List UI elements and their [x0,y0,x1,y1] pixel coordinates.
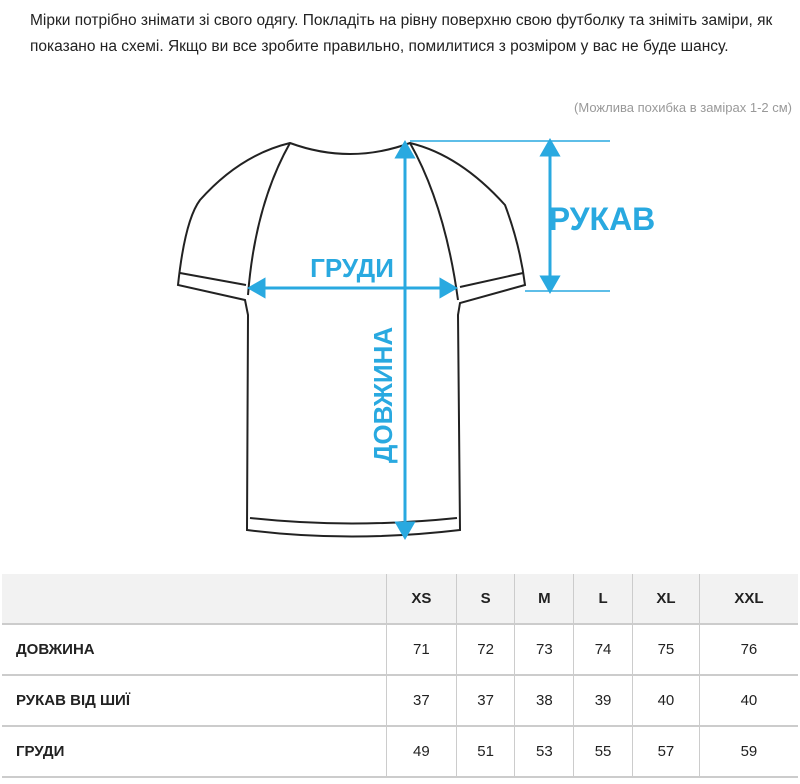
table-row: РУКАВ ВІД ШИЇ 37 37 38 39 40 40 [2,675,798,726]
sleeve-label: РУКАВ [549,201,656,237]
table-cell: 76 [698,624,798,675]
table-cell: 73 [514,624,574,675]
table-cell: 40 [698,675,798,726]
row-label: ДОВЖИНА [16,641,95,658]
table-cell: 37 [455,675,515,726]
table-cell: 55 [573,726,633,777]
header-cell: XXL [698,574,798,624]
length-label: ДОВЖИНА [368,327,398,463]
table-cell: 74 [573,624,633,675]
size-table: XS S M L XL XXL ДОВЖИНА 71 72 73 74 75 76 РУКАВ… [2,574,798,778]
tshirt-outline [176,141,527,538]
tshirt-diagram: ГРУДИ РУКАВ ДОВЖИНА [176,137,656,541]
row-label: РУКАВ ВІД ШИЇ [16,692,130,709]
table-cell: 53 [514,726,574,777]
header-cell: XS [386,574,457,624]
table-cell: 72 [455,624,515,675]
table-row: ДОВЖИНА 71 72 73 74 75 76 [2,624,798,675]
table-cell: 59 [698,726,798,777]
table-cell: 75 [631,624,700,675]
intro-text: Мірки потрібно знімати зі свого одягу. П… [30,12,773,55]
header-cell: M [514,574,574,624]
table-cell: 51 [455,726,515,777]
table-header-row: XS S M L XL XXL [2,574,798,624]
table-cell: 57 [631,726,700,777]
chest-label: ГРУДИ [310,253,394,283]
header-cell: XL [631,574,700,624]
table-cell: 37 [386,675,457,726]
measurement-note: (Можлива похибка в замірах 1-2 см) [574,100,792,115]
table-cell: 39 [573,675,633,726]
header-cell: L [573,574,633,624]
header-cell [2,574,387,624]
table-cell: 40 [631,675,700,726]
header-cell: S [455,574,515,624]
table-row: ГРУДИ 49 51 53 55 57 59 [2,726,798,777]
row-label: ГРУДИ [16,743,65,760]
table-cell: 49 [386,726,457,777]
table-cell: 71 [386,624,457,675]
table-cell: 38 [514,675,574,726]
measure-arrows [246,137,610,541]
